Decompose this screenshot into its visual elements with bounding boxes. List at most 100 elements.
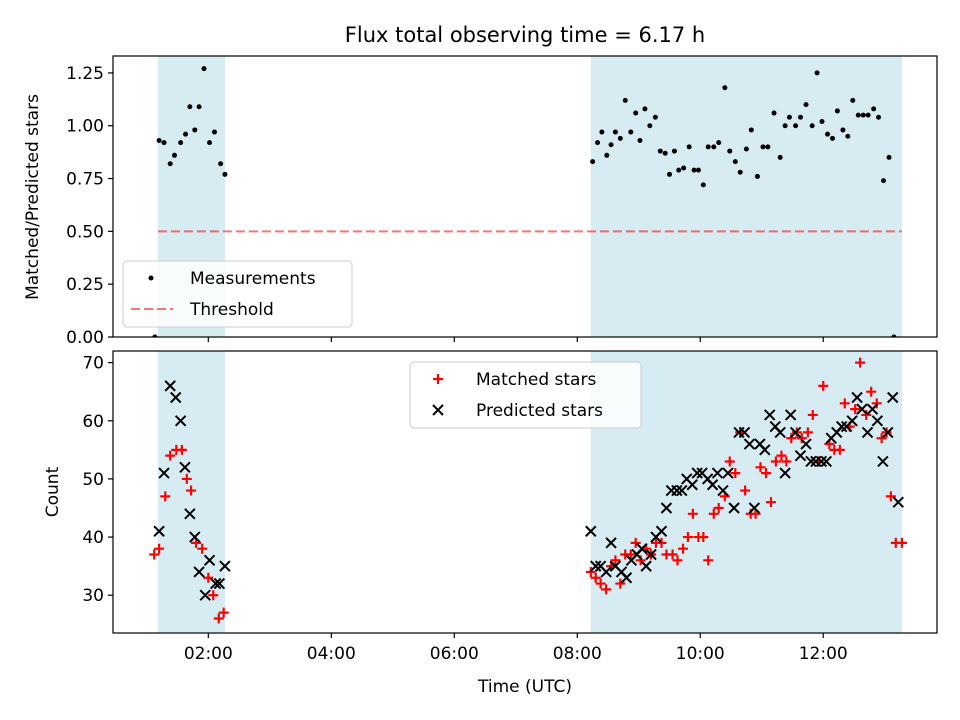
predicted-point xyxy=(189,531,201,543)
measurement-point xyxy=(829,135,835,141)
predicted-point xyxy=(748,502,761,514)
y-tick-label: 0.75 xyxy=(66,170,104,190)
measurement-point xyxy=(705,144,711,150)
matched-point xyxy=(197,543,208,554)
measurement-point xyxy=(622,97,628,103)
matched-point xyxy=(885,491,896,502)
measurement-point xyxy=(797,114,803,120)
predicted-point xyxy=(759,444,771,456)
measurement-point xyxy=(865,112,871,118)
top-y-axis-label: Matched/Predicted stars xyxy=(23,94,43,300)
matched-point xyxy=(724,456,735,467)
plot-area xyxy=(149,351,907,633)
measurement-point xyxy=(754,173,760,179)
predicted-point xyxy=(605,537,617,549)
predicted-point xyxy=(676,484,688,497)
matched-point xyxy=(218,607,229,618)
predicted-point xyxy=(219,560,231,572)
predicted-point xyxy=(203,554,216,567)
y-tick-label: 0.50 xyxy=(66,222,104,242)
chart-title: Flux total observing time = 6.17 h xyxy=(345,23,705,47)
measurement-point xyxy=(667,171,673,177)
predicted-point xyxy=(887,391,899,404)
predicted-point xyxy=(655,525,668,537)
matched-point xyxy=(213,613,224,624)
measurement-point xyxy=(595,140,601,146)
matched-point xyxy=(850,404,861,415)
measurement-point xyxy=(617,135,623,141)
predicted-point xyxy=(800,438,812,450)
matched-point xyxy=(630,537,641,548)
measurement-point xyxy=(716,140,722,146)
measurement-point xyxy=(850,97,856,103)
measurement-point xyxy=(871,106,877,112)
x-axis-label: Time (UTC) xyxy=(477,677,572,697)
x-tick-label: 10:00 xyxy=(676,644,725,664)
measurement-point xyxy=(662,150,668,156)
legend: Matched stars Predicted stars xyxy=(409,361,642,429)
predicted-point xyxy=(174,415,187,427)
predicted-point xyxy=(686,479,698,491)
predicted-point xyxy=(851,391,863,404)
predicted-point xyxy=(153,525,165,537)
matched-point xyxy=(698,532,709,543)
measurement-point xyxy=(604,152,610,158)
bottom-y-axis-label: Count xyxy=(43,466,63,517)
predicted-point xyxy=(789,426,802,439)
matched-point xyxy=(765,497,776,508)
predicted-point xyxy=(861,426,874,439)
matched-point xyxy=(181,473,192,484)
bottom-panel: 30 40 50 60 70 02:00 04:00 06:00 08:00 10:00 12:00… xyxy=(82,350,938,664)
measurement-point xyxy=(207,140,213,146)
matched-point xyxy=(585,566,596,577)
matched-point xyxy=(625,549,636,560)
measurement-point xyxy=(809,123,815,129)
predicted-point xyxy=(193,566,205,578)
predicted-point xyxy=(706,479,719,491)
measurement-point xyxy=(183,131,189,137)
matched-point xyxy=(761,468,772,479)
matched-point xyxy=(703,555,714,566)
y-tick-label: 1.25 xyxy=(66,64,104,84)
matched-point xyxy=(834,444,845,455)
measurement-point xyxy=(782,123,788,129)
legend-label: Matched stars xyxy=(476,370,596,390)
measurement-point xyxy=(657,148,663,154)
legend-label: Measurements xyxy=(190,269,316,289)
predicted-point xyxy=(784,409,797,421)
matched-point xyxy=(713,502,724,513)
x-tick-label: 04:00 xyxy=(307,644,356,664)
measurement-point xyxy=(793,123,799,129)
x-tick-label: 06:00 xyxy=(430,644,479,664)
measurement-point xyxy=(695,167,701,173)
predicted-point xyxy=(164,380,176,392)
predicted-point xyxy=(882,426,894,439)
y-tick-label: 40 xyxy=(82,528,104,548)
measurement-point xyxy=(748,127,754,133)
y-tick-label: 1.00 xyxy=(66,117,104,137)
matched-point xyxy=(682,532,693,543)
predicted-point xyxy=(636,542,648,555)
measurement-point xyxy=(765,144,771,150)
legend-box xyxy=(409,361,642,429)
matched-point xyxy=(861,409,872,420)
x-tick-label: 12:00 xyxy=(799,644,848,664)
measurement-point xyxy=(171,152,177,158)
measurement-point xyxy=(803,102,809,108)
matched-point xyxy=(610,555,621,566)
matched-point xyxy=(866,386,877,397)
measurement-point xyxy=(860,112,866,118)
predicted-point xyxy=(717,484,729,497)
matched-point xyxy=(667,549,678,560)
predicted-point xyxy=(794,449,807,462)
matched-point xyxy=(776,450,787,461)
matched-point xyxy=(871,398,882,409)
legend-box xyxy=(122,260,353,328)
measurement-point xyxy=(152,334,158,337)
matched-point xyxy=(755,462,766,473)
predicted-point xyxy=(877,455,889,468)
observing-interval-1 xyxy=(590,56,902,337)
matched-point xyxy=(730,468,741,479)
matched-point xyxy=(208,590,219,601)
legend-label: Predicted stars xyxy=(476,401,603,421)
